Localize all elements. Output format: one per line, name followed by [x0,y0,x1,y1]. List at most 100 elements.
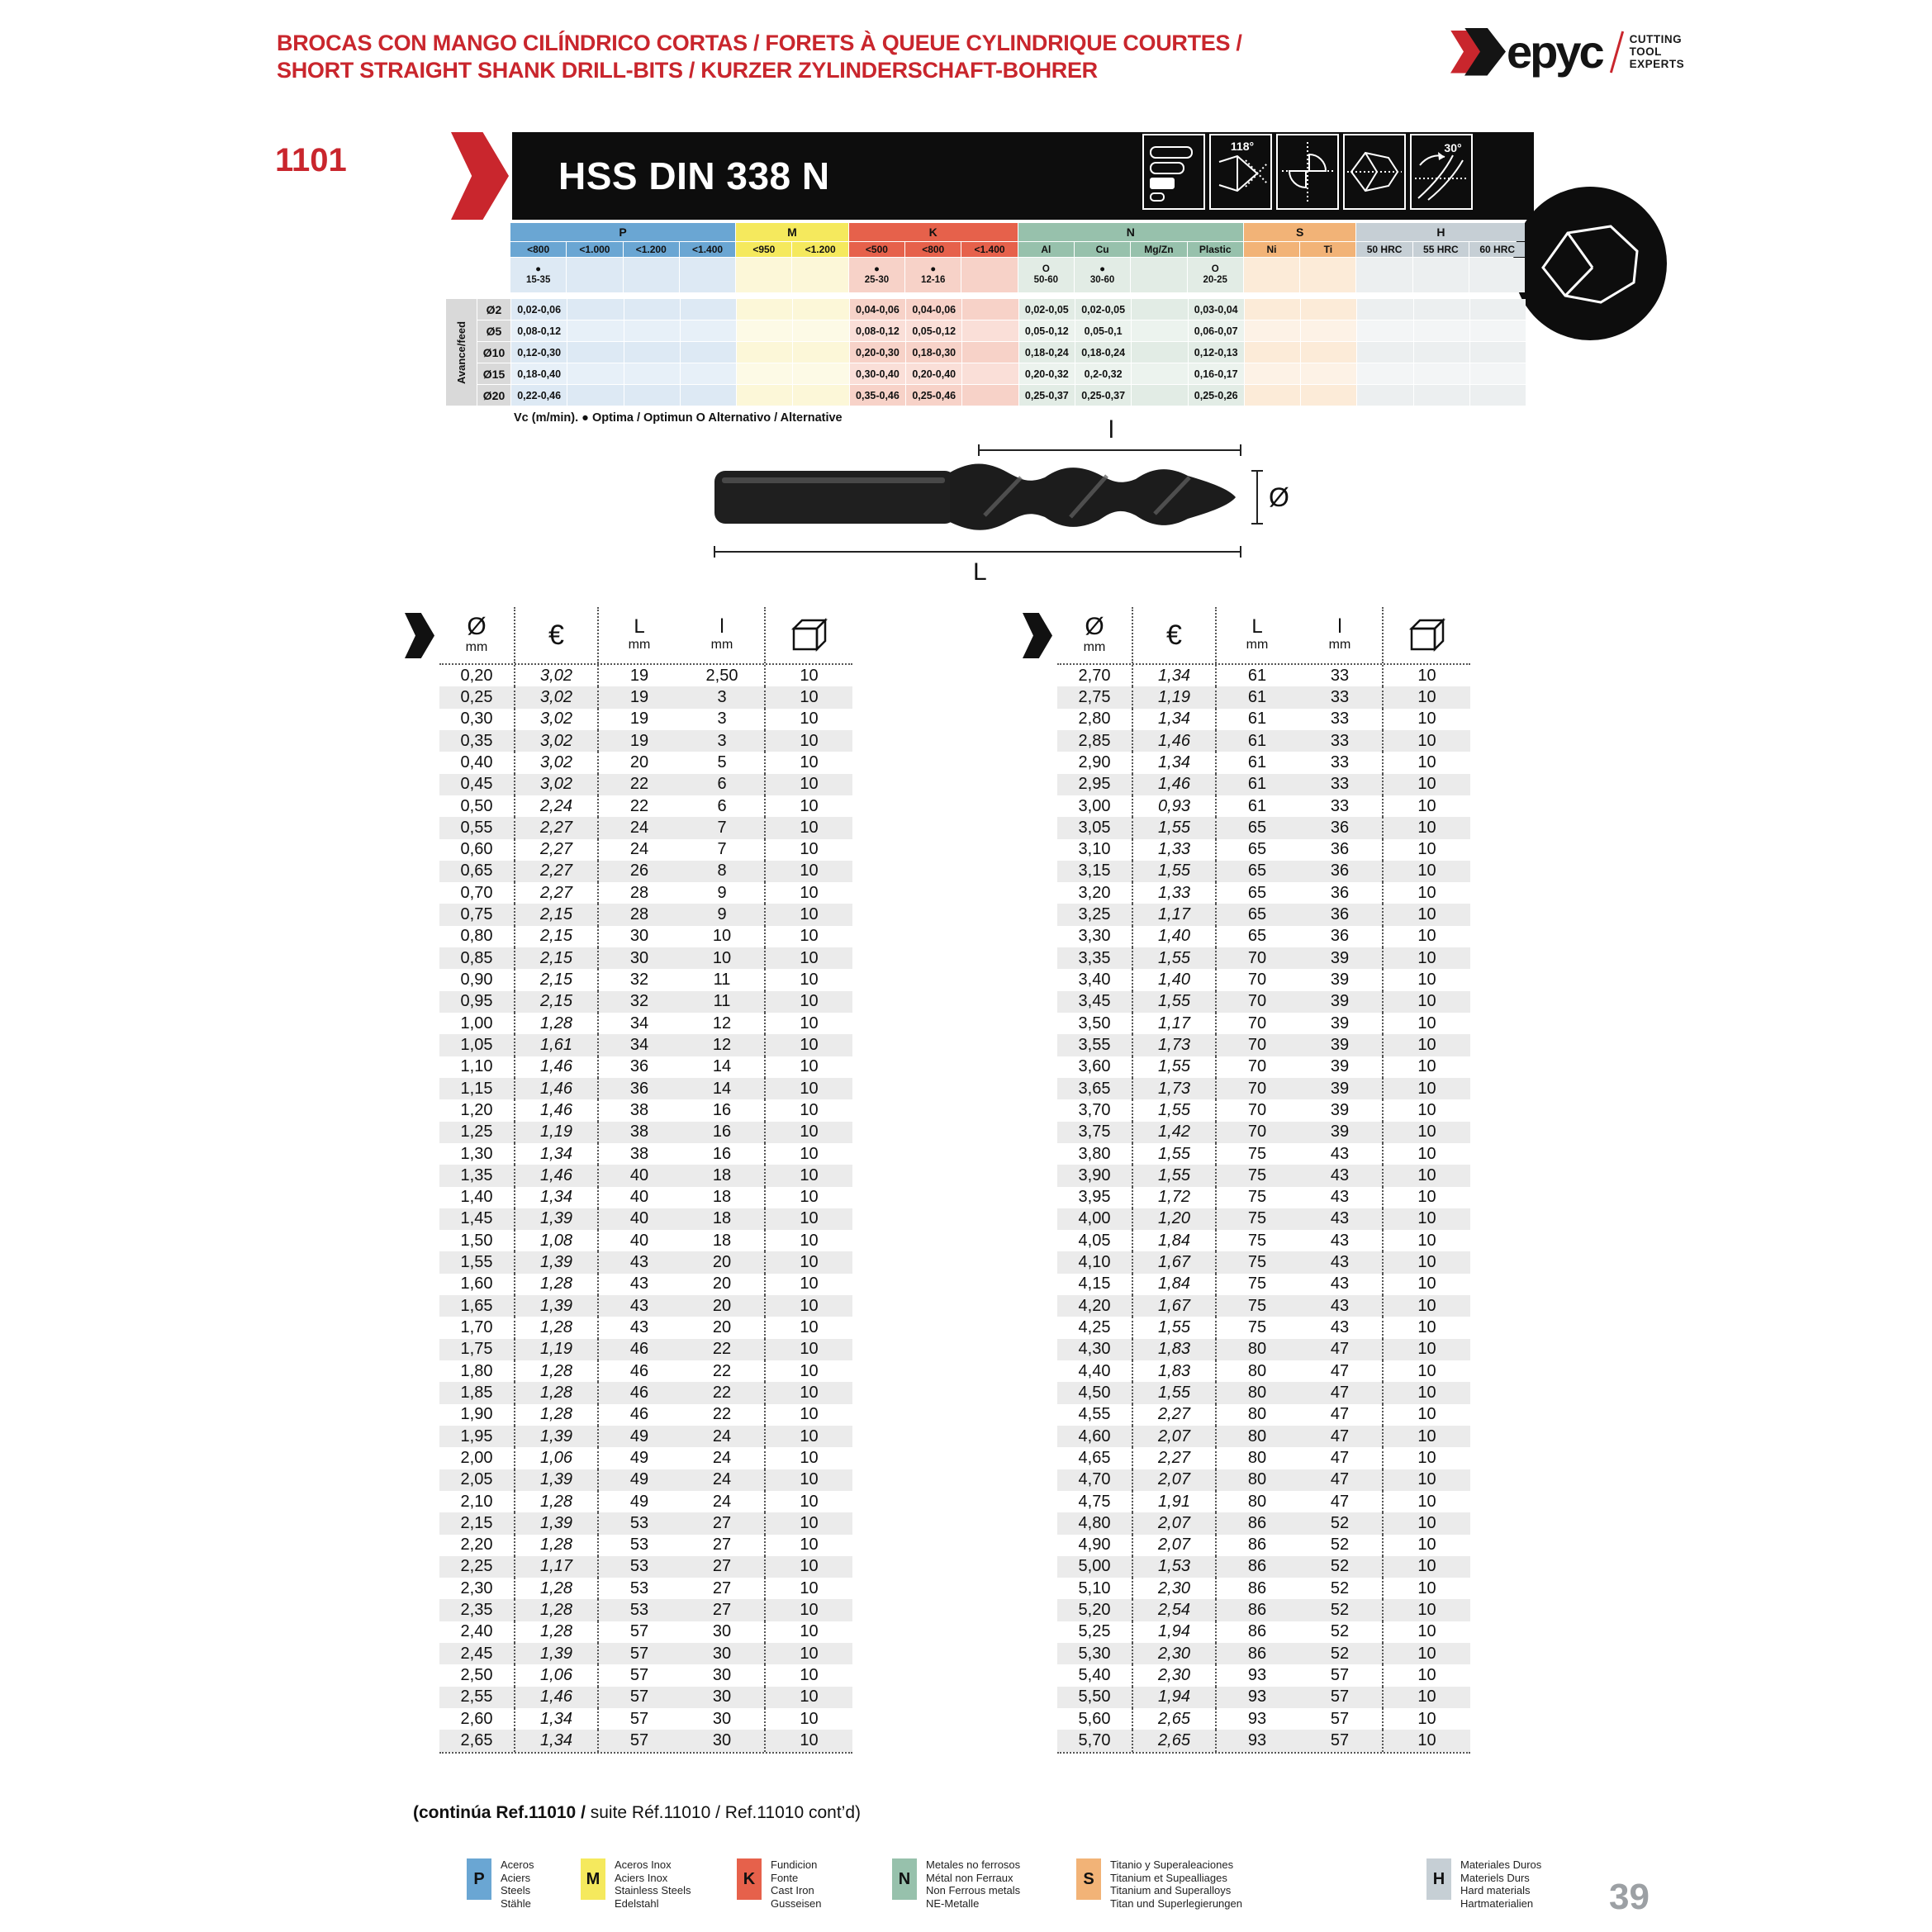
price-cell: 2,27 [1132,1403,1215,1426]
price-cell: 2,07 [1132,1425,1215,1448]
table-row: 5,70 2,65 93 57 10 [1057,1730,1470,1752]
table-row: 1,75 1,19 46 22 10 [439,1338,852,1360]
price-cell: 2,30 [1132,1643,1215,1665]
pack-qty-cell: 10 [764,860,852,883]
feed-value-cell: 0,02-0,06 [511,299,567,320]
pack-qty-cell: 10 [764,882,852,904]
price-cell: 1,55 [1132,1142,1215,1165]
price-cell: 1,28 [514,1599,597,1621]
material-subcolumn: Mg/Zn [1131,242,1187,257]
flute-length-cell: 22 [712,1383,732,1402]
price-cell: 3,02 [514,686,597,709]
total-length-cell: 57 [597,1686,680,1708]
flute-length-cell: 43 [1330,1253,1350,1272]
flute-length-label: l [1108,416,1114,444]
total-length-cell: 86 [1215,1643,1298,1665]
diameter-cell: 4,60 [1078,1426,1111,1445]
diameter-cell: 3,65 [1078,1079,1111,1098]
total-length-cell: 75 [1215,1165,1298,1187]
flute-length-cell: 57 [1330,1688,1350,1707]
flute-length-cell: 33 [1330,687,1350,706]
point-angle-icon: 118° [1209,134,1272,210]
price-cell: 1,55 [1132,1056,1215,1078]
total-length-cell: 19 [597,729,680,752]
pack-qty-cell: 10 [764,817,852,839]
price-cell: 1,46 [1132,773,1215,795]
pack-qty-cell: 10 [1382,1403,1470,1426]
feed-value-cell: 0,02-0,05 [1018,299,1075,320]
diameter-cell: 4,70 [1078,1470,1111,1489]
pack-qty-cell: 10 [1382,1621,1470,1644]
price-cell: 1,08 [514,1230,597,1252]
table-row: 5,00 1,53 86 52 10 [1057,1555,1470,1578]
table-row: 1,40 1,34 40 18 10 [439,1186,852,1208]
diameter-cell: 4,50 [1078,1383,1111,1402]
price-cell: 3,02 [514,773,597,795]
table-row: 4,70 2,07 80 47 10 [1057,1469,1470,1491]
diameter-cell: 1,75 [460,1340,493,1359]
feed-value-cell [680,299,737,320]
flute-length-cell: 27 [712,1513,732,1532]
total-length-cell: 70 [1215,1034,1298,1056]
total-length-cell: 86 [1215,1555,1298,1578]
feed-value-cell [1301,299,1357,320]
diameter-cell: 3,50 [1078,1013,1111,1032]
price-cell: 2,15 [514,947,597,970]
pack-qty-cell: 10 [764,686,852,709]
price-table-left: Ø mm € L mm l mm [405,607,852,1754]
diameter-cell: 1,55 [460,1253,493,1272]
table-row: 0,70 2,27 28 9 10 [439,882,852,904]
feed-value-cell [1132,363,1188,384]
total-length-cell: 70 [1215,1013,1298,1035]
point-angle-label: 118° [1231,140,1254,153]
pack-qty-cell: 10 [764,752,852,774]
title-line-1: BROCAS CON MANGO CILÍNDRICO CORTAS / FOR… [277,31,1242,55]
feed-value-cell [1244,320,1301,341]
flute-length-cell: 47 [1330,1340,1350,1359]
diameter-cell: 2,50 [460,1666,493,1685]
diameter-cell: 2,60 [460,1709,493,1728]
material-subcolumn: <1.000 [567,242,623,257]
total-length-cell: 53 [597,1578,680,1600]
table-row: 1,15 1,46 36 14 10 [439,1077,852,1100]
price-cell: 1,34 [1132,665,1215,687]
material-subcolumn: Al [1018,242,1074,257]
pack-qty-cell: 10 [1382,860,1470,883]
price-cell: 1,83 [1132,1338,1215,1360]
table-row: 3,25 1,17 65 36 10 [1057,904,1470,926]
drill-diagram: l L Ø [694,411,1322,593]
flute-length-cell: 18 [712,1209,732,1228]
feed-value-cell: 0,18-0,24 [1018,342,1075,363]
total-length-cell: 75 [1215,1251,1298,1274]
table-row: 0,60 2,27 24 7 10 [439,838,852,861]
diameter-cell: 5,25 [1078,1622,1111,1641]
diameter-cell: 1,30 [460,1144,493,1163]
pack-qty-cell: 10 [764,1643,852,1665]
total-length-cell: 61 [1215,752,1298,774]
flute-length-cell: 39 [1330,948,1350,967]
table-row: 3,55 1,73 70 39 10 [1057,1034,1470,1056]
feed-value-cell: 0,16-0,17 [1188,363,1244,384]
table-row: 2,90 1,34 61 33 10 [1057,752,1470,774]
feed-value-cell [1470,299,1526,320]
legend-swatch-H: H [1426,1858,1451,1900]
column-header-flute-length: l mm [710,615,733,653]
price-cell: 1,46 [514,1056,597,1078]
total-length-cell: 70 [1215,1121,1298,1143]
table-row: 4,10 1,67 75 43 10 [1057,1251,1470,1274]
table-row: 4,65 2,27 80 47 10 [1057,1447,1470,1469]
diameter-cell: 2,40 [460,1622,493,1641]
flute-length-cell: 27 [712,1578,732,1597]
column-header-total-length: L mm [597,607,680,663]
total-length-cell: 86 [1215,1599,1298,1621]
price-cell: 2,07 [1132,1534,1215,1556]
table-row: 2,35 1,28 53 27 10 [439,1599,852,1621]
price-cell: 1,39 [514,1469,597,1491]
total-length-cell: 80 [1215,1425,1298,1448]
total-length-cell: 65 [1215,838,1298,861]
feed-value-cell: 0,20-0,40 [906,363,962,384]
feed-value-cell [1470,385,1526,406]
total-length-cell: 57 [597,1621,680,1644]
feed-value-cell [793,299,849,320]
table-row: 4,55 2,27 80 47 10 [1057,1403,1470,1426]
